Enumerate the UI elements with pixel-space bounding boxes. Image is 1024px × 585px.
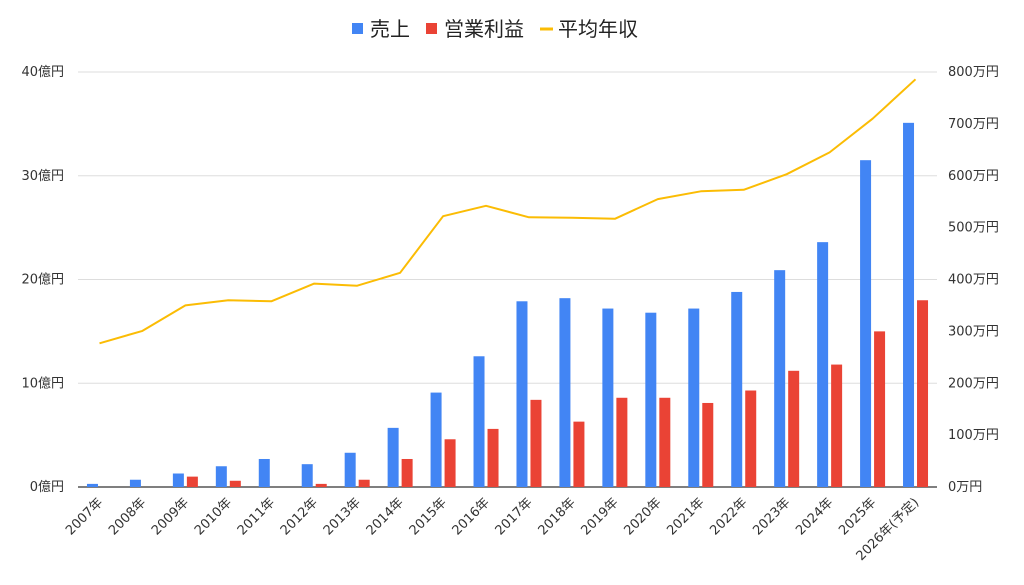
bar-sales — [344, 452, 356, 487]
bar-operating-profit — [659, 397, 671, 487]
bar-operating-profit — [186, 476, 198, 487]
bar-sales — [258, 458, 270, 487]
legend: 売上 営業利益 平均年収 — [352, 17, 638, 41]
bar-sales — [645, 312, 657, 487]
x-tick-label: 2017年 — [493, 495, 536, 538]
bar-sales — [387, 427, 399, 487]
legend-label: 売上 — [370, 17, 410, 41]
bar-operating-profit — [616, 397, 628, 487]
x-tick-label: 2025年 — [836, 495, 879, 538]
bar-sales — [559, 298, 571, 487]
bar-operating-profit — [745, 390, 757, 487]
bar-sales — [129, 479, 141, 487]
right-tick-label: 800万円 — [948, 65, 999, 80]
x-tick-label: 2016年 — [450, 495, 493, 538]
left-tick-label: 40億円 — [21, 64, 64, 80]
x-tick-label: 2011年 — [235, 495, 278, 538]
x-tick-label: 2010年 — [192, 495, 235, 538]
legend-label: 平均年収 — [558, 17, 638, 41]
bar-operating-profit — [788, 370, 800, 487]
bar-sales — [860, 160, 872, 487]
x-tick-label: 2020年 — [621, 495, 664, 538]
right-tick-label: 500万円 — [948, 221, 999, 236]
bar-sales — [516, 301, 528, 487]
x-tick-label: 2012年 — [278, 495, 321, 538]
bar-operating-profit — [487, 428, 499, 487]
bar-operating-profit — [358, 479, 370, 487]
bar-operating-profit — [831, 364, 843, 487]
bar-operating-profit — [917, 300, 929, 487]
axes: 0億円 10億円 20億円 30億円 40億円 0万円 100万円 200万円 300万円 400… — [21, 64, 998, 564]
bar-operating-profit — [530, 399, 542, 487]
bar-operating-profit — [315, 483, 327, 487]
bar-sales — [731, 291, 743, 487]
bar-operating-profit — [444, 439, 456, 487]
bar-sales — [430, 392, 442, 487]
x-tick-label: 2018年 — [536, 495, 579, 538]
left-tick-label: 20億円 — [21, 272, 64, 288]
gridlines — [78, 71, 937, 488]
right-tick-label: 600万円 — [948, 169, 999, 184]
bars — [86, 122, 929, 488]
x-tick-label: 2013年 — [321, 495, 364, 538]
legend-label: 営業利益 — [444, 17, 524, 41]
right-tick-label: 0万円 — [948, 480, 982, 495]
x-tick-label: 2014年 — [364, 495, 407, 538]
right-tick-label: 100万円 — [948, 428, 999, 443]
bar-sales — [688, 308, 700, 487]
x-tick-label: 2007年 — [63, 495, 106, 538]
bar-sales — [817, 242, 829, 487]
left-tick-label: 0億円 — [30, 479, 64, 495]
x-tick-label: 2015年 — [407, 495, 450, 538]
bar-operating-profit — [573, 421, 585, 487]
left-tick-label: 10億円 — [21, 375, 64, 391]
left-tick-label: 30億円 — [21, 168, 64, 184]
line-series — [99, 78, 917, 345]
right-tick-label: 200万円 — [948, 376, 999, 391]
bar-operating-profit — [702, 402, 714, 487]
right-tick-label: 400万円 — [948, 273, 999, 288]
bar-sales — [86, 483, 98, 487]
right-tick-label: 300万円 — [948, 324, 999, 339]
x-tick-label: 2009年 — [149, 495, 192, 538]
bar-operating-profit — [401, 458, 413, 487]
x-tick-label: 2021年 — [664, 495, 707, 538]
legend-swatch-sales — [352, 23, 363, 34]
bar-sales — [473, 356, 485, 487]
line-average-salary — [99, 78, 917, 345]
bar-operating-profit — [229, 480, 241, 487]
x-tick-label: 2022年 — [707, 495, 750, 538]
bar-sales — [172, 473, 184, 487]
bar-sales — [774, 270, 786, 487]
bar-sales — [215, 466, 227, 487]
x-tick-label: 2024年 — [793, 495, 836, 538]
bar-operating-profit — [874, 331, 886, 487]
right-tick-label: 700万円 — [948, 117, 999, 132]
bar-sales — [301, 464, 313, 487]
x-tick-label: 2019年 — [579, 495, 622, 538]
bar-sales — [903, 122, 915, 488]
legend-swatch-operating-profit — [426, 23, 437, 34]
x-tick-label: 2008年 — [106, 495, 149, 538]
x-tick-label: 2023年 — [750, 495, 793, 538]
bar-sales — [602, 308, 614, 487]
